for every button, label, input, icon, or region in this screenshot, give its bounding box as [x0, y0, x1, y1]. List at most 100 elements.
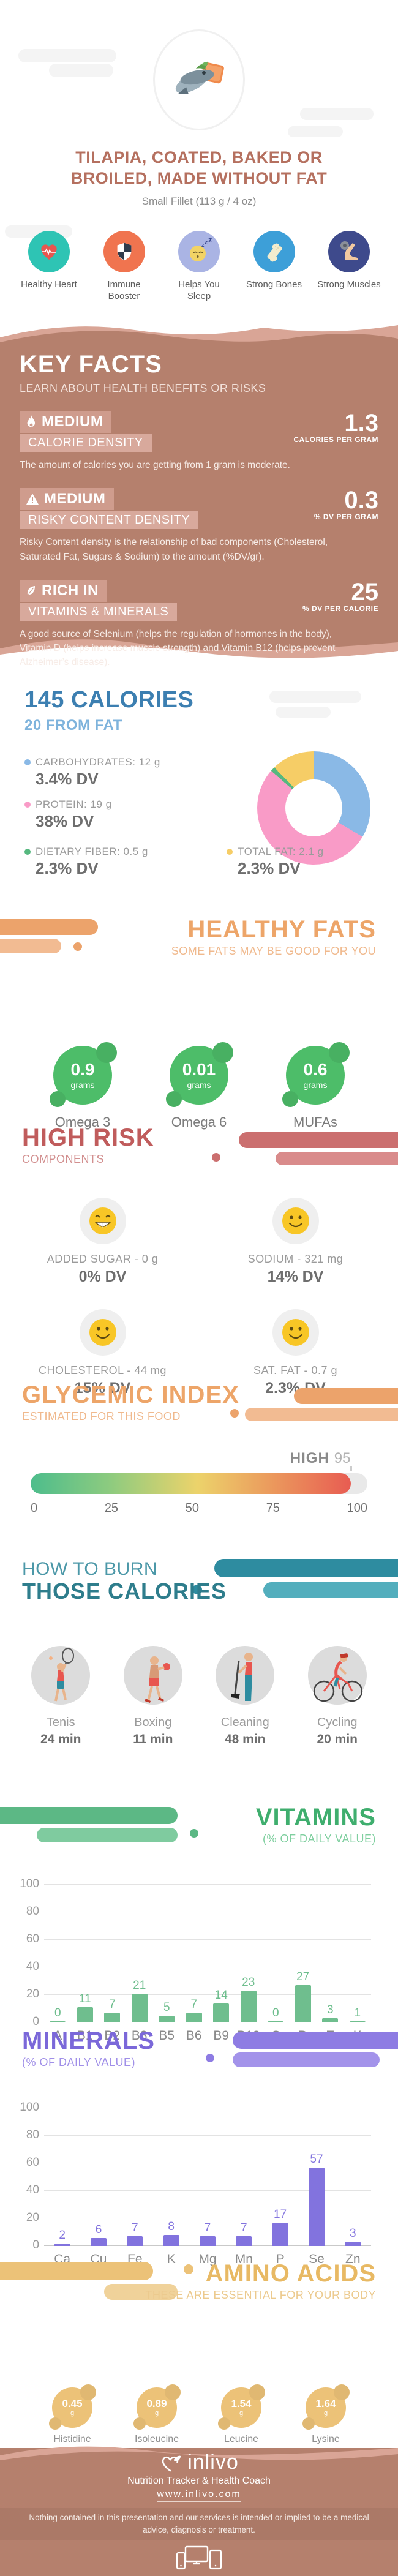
svg-text:z: z	[208, 238, 212, 244]
bar-category-label: Mn	[235, 2252, 253, 2266]
fact-description: Risky Content density is the relationshi…	[20, 537, 328, 562]
glycemic-fill	[31, 1473, 351, 1494]
bar-category-label: B3	[131, 2029, 148, 2043]
bar-category-label: B5	[159, 2029, 175, 2043]
decor-blob	[233, 2032, 398, 2049]
decor-pill	[18, 49, 116, 62]
bar-Fe: 7 Fe	[127, 2108, 143, 2266]
key-facts-title: KEY FACTS	[20, 351, 162, 378]
bar-Ca: 2 Ca	[54, 2108, 70, 2267]
healthy-fats-title: HEALTHY FATS	[187, 916, 376, 943]
glycemic-marker	[350, 1466, 352, 1471]
high-risk-subtitle: COMPONENTS	[22, 1153, 105, 1165]
bar-B1: 11 B1	[77, 1885, 93, 2043]
amino-isoleucine: 0.89 g Isoleucine	[125, 2387, 189, 2445]
flame-icon	[27, 415, 35, 427]
bar	[345, 2242, 361, 2246]
bar	[295, 1985, 311, 2022]
bar	[186, 2013, 202, 2022]
decor-pill	[276, 707, 331, 718]
key-facts-subtitle: LEARN ABOUT HEALTH BENEFITS OR RISKS	[20, 382, 266, 394]
bar	[127, 2236, 143, 2246]
glycemic-header: GLYCEMIC INDEX ESTIMATED FOR THIS FOOD	[0, 1373, 398, 1438]
bar-B5: 5 B5	[159, 1885, 175, 2043]
bar-Mn: 7 Mn	[235, 2108, 253, 2266]
decor-blob	[0, 919, 98, 935]
benefit-label: Immune Booster	[107, 279, 141, 302]
amino-blob: 0.45 g	[52, 2387, 92, 2428]
glycemic-title: GLYCEMIC INDEX	[22, 1381, 239, 1408]
fact-calorie-density: MEDIUM CALORIE DENSITY 1.3 CALORIES PER …	[20, 411, 378, 472]
minerals-bar-chart: 0 20 40 60 80 100 2 Ca 6 Cu 7 Fe 8 K 7 Mg 7 Mn 17 P 57 Se 3 Zn	[20, 2101, 371, 2267]
benefit-immune-booster: Immune Booster	[92, 230, 156, 302]
website-link[interactable]: www.inlivo.com	[157, 2489, 241, 2502]
high-risk-title: HIGH RISK	[22, 1124, 154, 1151]
amino-value: 0.89	[146, 2398, 167, 2409]
bar-B2: 7 B2	[104, 1885, 121, 2043]
decor-blob	[263, 1582, 398, 1598]
benefit-label: Strong Bones	[246, 279, 302, 290]
fact-vitamins-minerals: RICH IN VITAMINS & MINERALS 25 % DV PER …	[20, 579, 378, 670]
serving-size: Small Fillet (113 g / 4 oz)	[141, 195, 257, 207]
amino-label: Leucine	[223, 2434, 259, 2444]
fish-illustration	[175, 61, 224, 94]
fat-blob: 0.6 grams	[286, 1046, 345, 1105]
decor-blob	[212, 1153, 220, 1162]
bar-value: 11	[78, 1992, 91, 2006]
bar-Zn: 3 Zn	[345, 2108, 361, 2266]
bar-D: 27D	[295, 1885, 311, 2043]
high-risk-items: ADDED SUGAR - 0 g 0% DV SODIUM - 321 mg …	[0, 1198, 398, 1397]
fat-blob: 0.9 grams	[53, 1046, 112, 1105]
healthy-fats-header: HEALTHY FATS SOME FATS MAY BE GOOD FOR Y…	[0, 908, 398, 972]
bar-value: 57	[310, 2152, 323, 2166]
y-axis-label: 20	[26, 2211, 39, 2224]
legend-dietary-fiber: DIETARY FIBER: 0.5 g 2.3% DV	[24, 841, 227, 883]
glycemic-track	[31, 1473, 367, 1494]
risk-cholesterol: CHOLESTEROL - 44 mg 15% DV	[6, 1309, 199, 1397]
bar	[268, 2021, 284, 2022]
amino-unit: g	[323, 2409, 328, 2417]
burn-activities: Tenis 24 min Boxing 11 min Cleaning 48 m…	[0, 1646, 398, 1747]
decor-blob	[0, 1807, 178, 1824]
y-axis-label: 60	[26, 2156, 39, 2169]
fact-value: 1.3 CALORIES PER GRAM	[293, 410, 378, 444]
high-risk-section: HIGH RISK COMPONENTS ADDED SUGAR - 0 g 0…	[0, 1116, 398, 1397]
glycemic-tick-label: 25	[104, 1501, 119, 1515]
bar-category-label: P	[276, 2252, 285, 2266]
svg-text:z: z	[205, 239, 208, 246]
benefit-label: Healthy Heart	[21, 279, 77, 290]
amino-acids-section: AMINO ACIDS THESE ARE ESSENTIAL FOR YOUR…	[0, 2252, 398, 2575]
bar-value: 2	[59, 2228, 66, 2242]
bar	[308, 2167, 325, 2246]
bar	[131, 1993, 148, 2022]
amino-blob: 1.64 g	[306, 2387, 346, 2428]
bone-icon	[253, 230, 295, 272]
bar-value: 7	[190, 1998, 198, 2011]
boxer-icon	[123, 1646, 182, 1705]
fat-mufas: 0.6 grams MUFAs	[286, 1046, 345, 1130]
benefit-label: Helps You Sleep	[178, 279, 220, 302]
decor-blob	[104, 2284, 178, 2300]
bar-value: 0	[272, 2007, 279, 2019]
header: TILAPIA, COATED, BAKED OR BROILED, MADE …	[0, 29, 398, 314]
cyclist-icon	[307, 1646, 367, 1705]
amino-unit: g	[239, 2409, 244, 2417]
legend-carbohydrates: CARBOHYDRATES: 12 g 3.4% DV	[24, 751, 227, 794]
y-axis-label: 80	[26, 2128, 39, 2141]
key-facts-section: KEY FACTS LEARN ABOUT HEALTH BENEFITS OR…	[0, 314, 398, 667]
devices-icon	[0, 2545, 398, 2574]
calories-from-fat: 20 FROM FAT	[24, 717, 122, 734]
disclaimer-text: Nothing contained in this presentation a…	[0, 2508, 398, 2540]
glycemic-reading: HIGH 95	[290, 1450, 351, 1467]
bar-value: 21	[133, 1978, 146, 1992]
fact-risky-content-density: MEDIUM RISKY CONTENT DENSITY 0.3 % DV PE…	[20, 488, 378, 564]
bar-value: 14	[214, 1988, 228, 2002]
chart-gridline: 40	[26, 2184, 371, 2196]
bar-category-label: B9	[213, 2029, 230, 2043]
amino-lysine: 1.64 g Lysine	[294, 2387, 358, 2445]
bar-value: 3	[349, 2227, 356, 2240]
bar-value: 0	[54, 2007, 61, 2019]
